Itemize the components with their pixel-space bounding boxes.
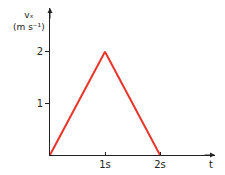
svg-text:2: 2 — [37, 46, 43, 57]
svg-text:t: t — [209, 159, 213, 170]
svg-text:2s: 2s — [154, 159, 166, 170]
svg-text:vₓ(m s⁻¹): vₓ(m s⁻¹) — [13, 10, 45, 32]
svg-text:1s: 1s — [99, 159, 111, 170]
svg-text:1: 1 — [37, 98, 43, 109]
